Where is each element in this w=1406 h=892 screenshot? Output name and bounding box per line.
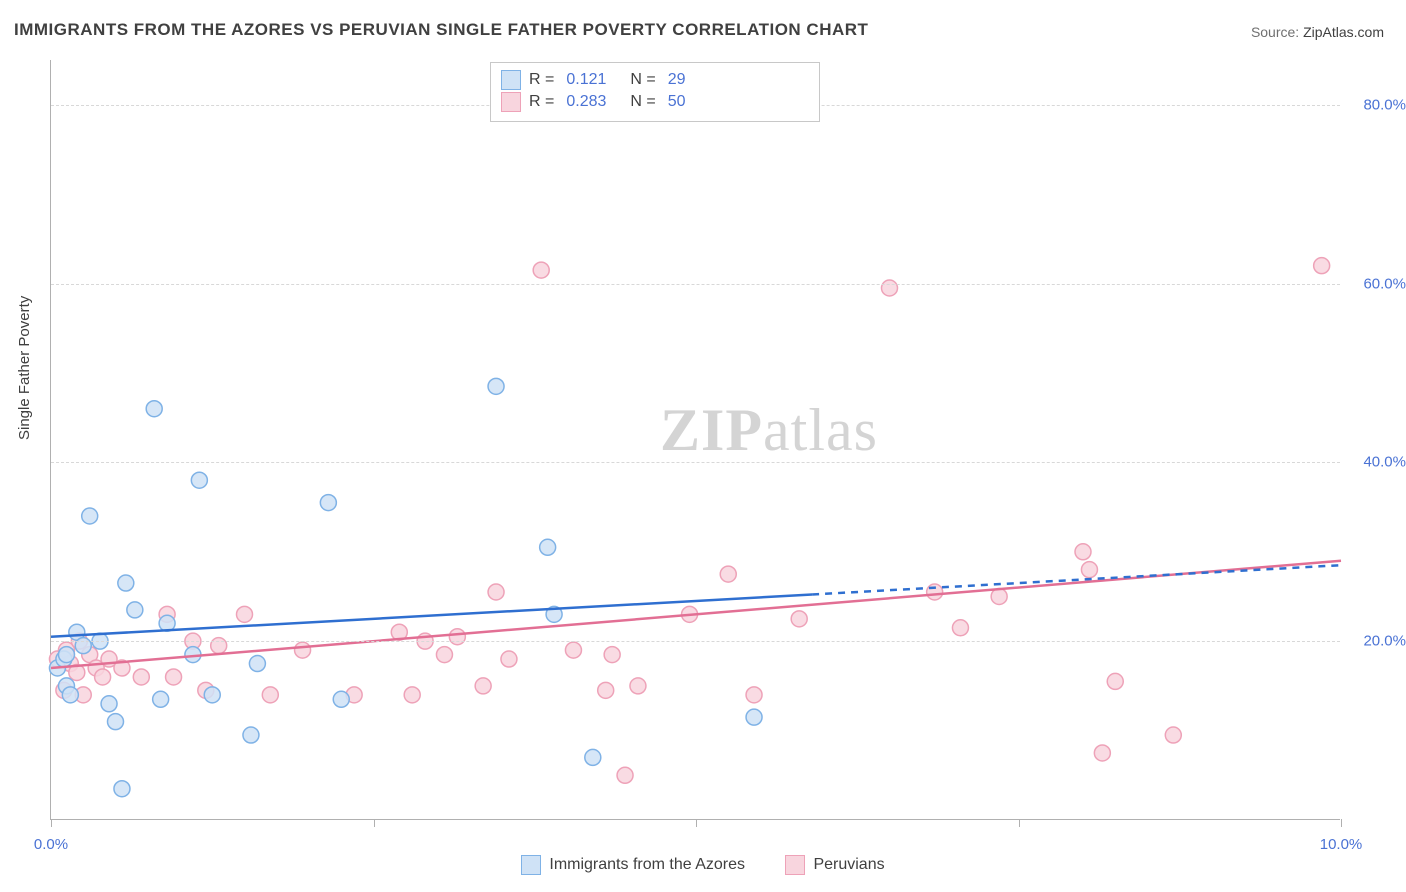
scatter-point: [146, 401, 162, 417]
r-label: R =: [529, 93, 554, 111]
scatter-point: [191, 472, 207, 488]
scatter-point: [501, 651, 517, 667]
y-tick-label: 20.0%: [1363, 633, 1406, 650]
legend-item-azores: Immigrants from the Azores: [521, 855, 745, 875]
x-tick: [696, 819, 697, 827]
gridline-h: [51, 284, 1340, 285]
scatter-point: [598, 682, 614, 698]
gridline-h: [51, 641, 1340, 642]
y-tick-label: 60.0%: [1363, 275, 1406, 292]
r-value-azores: 0.121: [566, 71, 622, 89]
y-axis-label: Single Father Poverty: [16, 296, 33, 440]
scatter-point: [243, 727, 259, 743]
scatter-point: [540, 539, 556, 555]
scatter-point: [1081, 562, 1097, 578]
source-label: Source:: [1251, 24, 1303, 40]
n-label: N =: [630, 71, 655, 89]
swatch-peruvians: [785, 855, 805, 875]
n-label: N =: [630, 93, 655, 111]
r-label: R =: [529, 71, 554, 89]
scatter-point: [565, 642, 581, 658]
legend-correlation-box: R = 0.121 N = 29 R = 0.283 N = 50: [490, 62, 820, 122]
scatter-point: [320, 495, 336, 511]
chart-svg: [51, 60, 1340, 819]
scatter-point: [436, 647, 452, 663]
scatter-point: [133, 669, 149, 685]
x-tick: [1019, 819, 1020, 827]
scatter-point: [295, 642, 311, 658]
scatter-point: [604, 647, 620, 663]
r-value-peruvians: 0.283: [566, 93, 622, 111]
regression-line: [812, 565, 1341, 594]
scatter-point: [118, 575, 134, 591]
source-attribution: Source: ZipAtlas.com: [1251, 24, 1384, 40]
scatter-point: [1107, 673, 1123, 689]
x-tick: [51, 819, 52, 827]
scatter-point: [1165, 727, 1181, 743]
scatter-point: [75, 638, 91, 654]
x-tick: [374, 819, 375, 827]
scatter-point: [153, 691, 169, 707]
scatter-point: [1075, 544, 1091, 560]
scatter-point: [449, 629, 465, 645]
legend-row-peruvians: R = 0.283 N = 50: [501, 91, 805, 113]
scatter-point: [585, 749, 601, 765]
scatter-point: [791, 611, 807, 627]
swatch-peruvians: [501, 92, 521, 112]
scatter-point: [62, 687, 78, 703]
scatter-point: [1314, 258, 1330, 274]
scatter-point: [488, 378, 504, 394]
y-tick-label: 40.0%: [1363, 454, 1406, 471]
scatter-point: [404, 687, 420, 703]
legend-label-peruvians: Peruvians: [813, 856, 884, 874]
scatter-point: [1094, 745, 1110, 761]
scatter-point: [58, 647, 74, 663]
scatter-point: [720, 566, 736, 582]
scatter-point: [211, 638, 227, 654]
x-tick-label: 0.0%: [34, 836, 68, 853]
scatter-point: [952, 620, 968, 636]
scatter-point: [95, 669, 111, 685]
y-tick-label: 80.0%: [1363, 96, 1406, 113]
scatter-point: [746, 687, 762, 703]
scatter-point: [82, 508, 98, 524]
scatter-point: [746, 709, 762, 725]
x-tick: [1341, 819, 1342, 827]
scatter-point: [127, 602, 143, 618]
scatter-point: [488, 584, 504, 600]
scatter-point: [249, 656, 265, 672]
scatter-point: [237, 606, 253, 622]
x-tick-label: 10.0%: [1320, 836, 1363, 853]
scatter-point: [333, 691, 349, 707]
scatter-point: [475, 678, 491, 694]
legend-label-azores: Immigrants from the Azores: [549, 856, 745, 874]
legend-series: Immigrants from the Azores Peruvians: [0, 855, 1406, 880]
chart-title: IMMIGRANTS FROM THE AZORES VS PERUVIAN S…: [14, 20, 868, 40]
gridline-h: [51, 462, 1340, 463]
swatch-azores: [521, 855, 541, 875]
scatter-point: [204, 687, 220, 703]
scatter-point: [617, 767, 633, 783]
legend-item-peruvians: Peruvians: [785, 855, 884, 875]
scatter-point: [927, 584, 943, 600]
chart-plot-area: 20.0%40.0%60.0%80.0%0.0%10.0%: [50, 60, 1340, 820]
scatter-point: [630, 678, 646, 694]
scatter-point: [533, 262, 549, 278]
source-value: ZipAtlas.com: [1303, 24, 1384, 40]
scatter-point: [882, 280, 898, 296]
swatch-azores: [501, 70, 521, 90]
n-value-azores: 29: [668, 71, 724, 89]
scatter-point: [101, 696, 117, 712]
scatter-point: [262, 687, 278, 703]
scatter-point: [166, 669, 182, 685]
scatter-point: [991, 588, 1007, 604]
legend-row-azores: R = 0.121 N = 29: [501, 69, 805, 91]
scatter-point: [114, 781, 130, 797]
scatter-point: [108, 714, 124, 730]
n-value-peruvians: 50: [668, 93, 724, 111]
